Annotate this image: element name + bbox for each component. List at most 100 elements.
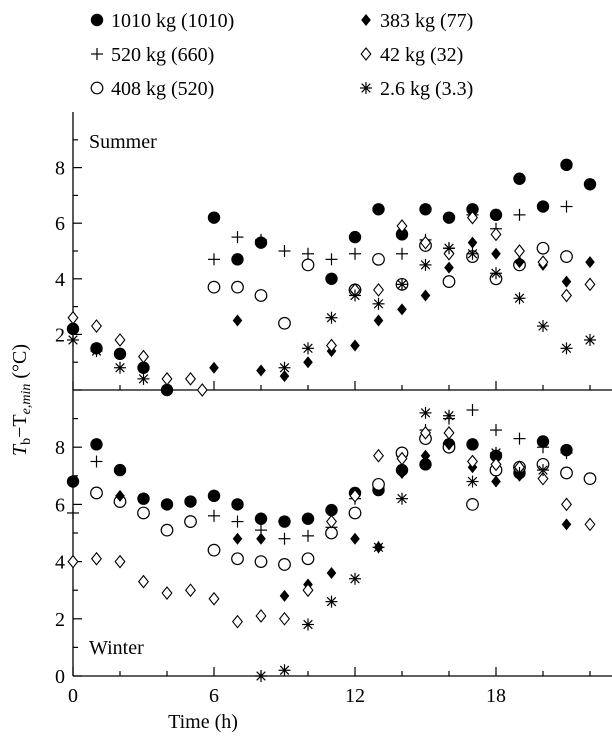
summer-series-6-point-15 xyxy=(490,267,502,280)
summer-series-5-point-14 xyxy=(466,210,479,225)
summer-series-6-point-7 xyxy=(302,342,314,355)
axes: 2 4 6 8 0 2 4 6 8 0 6 12 18 xyxy=(55,112,612,707)
summer-series-5-point-4 xyxy=(137,349,150,364)
summer-series-1-point-16 xyxy=(489,208,503,222)
winter-series-1-point-5 xyxy=(160,498,174,511)
summer-series-5-point-16 xyxy=(513,244,526,258)
winter-series-4-point-13 xyxy=(491,475,501,488)
summer-series-2-point-7 xyxy=(349,247,361,260)
summer-series-1-point-6 xyxy=(207,211,221,224)
y-label-sub1: b xyxy=(19,438,34,445)
summer-series-4-point-14 xyxy=(491,247,501,260)
summer-series-4-point-18 xyxy=(585,256,595,269)
summer-series-5-point-3 xyxy=(114,333,126,347)
winter-series-6-point-2 xyxy=(278,664,291,677)
winter-series-5-point-22 xyxy=(560,497,573,512)
summer-series-5-point-2 xyxy=(90,319,103,333)
winter-ytick-label-0: 0 xyxy=(55,666,65,688)
winter-series-5-point-3 xyxy=(114,554,126,569)
summer-series-1-point-18 xyxy=(536,200,550,213)
summer-series-6-point-13 xyxy=(443,242,455,255)
winter-series-6-point-13 xyxy=(537,464,549,477)
legend-label-5: 42 kg (32) xyxy=(380,44,463,66)
winter-series-4-point-10 xyxy=(420,449,431,462)
summer-series-1-point-17 xyxy=(513,172,526,185)
winter-series-6-point-5 xyxy=(349,572,361,585)
winter-series-5-point-21 xyxy=(537,471,549,486)
y-label-unit: (°C) xyxy=(9,344,31,384)
summer-series-1-point-12 xyxy=(395,228,409,241)
summer-series-3-point-14 xyxy=(536,241,550,255)
summer-series-6-point-14 xyxy=(466,247,479,260)
winter-series-3-point-5 xyxy=(184,515,197,528)
winter-series-2-point-15 xyxy=(490,424,502,437)
xtick-label-6: 6 xyxy=(209,685,219,707)
summer-series-6-point-5 xyxy=(161,384,173,396)
summer-series-5-point-5 xyxy=(161,371,173,386)
summer-series-4-point-8 xyxy=(350,339,360,352)
summer-series-2-point-14 xyxy=(513,208,526,221)
summer-series-3-point-5 xyxy=(301,258,315,272)
winter-series-2-point-17 xyxy=(537,441,549,454)
summer-series-4-point-4 xyxy=(256,364,266,377)
y-label-t1: T xyxy=(9,443,31,456)
x-axis-label: Time (h) xyxy=(168,711,238,733)
legend-marker-5 xyxy=(360,47,372,61)
winter-series-5-point-2 xyxy=(90,551,103,566)
summer-series-5-point-15 xyxy=(490,227,502,242)
winter-series-3-point-17 xyxy=(466,498,479,511)
summer-series-6-point-11 xyxy=(396,278,408,291)
legend-marker-1 xyxy=(90,13,104,27)
winter-series-2-point-7 xyxy=(302,529,314,542)
winter-series-4-point-11 xyxy=(444,438,454,451)
summer-ytick-label-8: 8 xyxy=(55,158,65,180)
winter-series-6-point-7 xyxy=(396,492,408,505)
winter-series-5-point-1 xyxy=(67,554,79,569)
winter-series-1-point-1 xyxy=(66,475,80,488)
legend-marker-2 xyxy=(91,48,103,60)
summer-series-4-point-13 xyxy=(467,236,478,249)
xtick-label-0: 0 xyxy=(68,685,78,707)
data-marks xyxy=(66,158,597,682)
y-axis-label: Tb−Te,min (°C) xyxy=(9,344,34,456)
summer-series-6-point-10 xyxy=(372,297,385,310)
summer-ytick-label-4: 4 xyxy=(55,269,65,291)
summer-series-3-point-2 xyxy=(231,280,244,294)
winter-series-2-point-1 xyxy=(67,506,79,519)
winter-series-3-point-10 xyxy=(301,552,315,566)
summer-ytick-label-6: 6 xyxy=(55,213,65,235)
winter-series-5-point-4 xyxy=(137,574,150,589)
summer-series-3-point-15 xyxy=(560,250,573,263)
winter-series-5-point-11 xyxy=(302,583,314,598)
summer-series-3-point-3 xyxy=(254,289,268,302)
winter-series-1-point-8 xyxy=(231,498,244,511)
summer-series-6-point-19 xyxy=(584,333,596,346)
legend-marker-4 xyxy=(361,14,371,26)
summer-series-6-point-17 xyxy=(537,320,549,333)
legend-label-4: 383 kg (77) xyxy=(380,10,473,32)
winter-ytick-label-2: 2 xyxy=(55,609,65,631)
summer-series-4-point-2 xyxy=(209,361,219,374)
winter-series-4-point-7 xyxy=(350,532,360,545)
summer-series-1-point-3 xyxy=(113,347,127,361)
panel-label-winter: Winter xyxy=(89,637,144,659)
winter-series-2-point-6 xyxy=(278,532,291,545)
winter-series-2-point-18 xyxy=(560,446,573,459)
xtick-label-12: 12 xyxy=(345,685,365,707)
y-label-sub2: e,min xyxy=(19,384,34,415)
summer-series-1-point-9 xyxy=(325,272,338,285)
summer-series-4-point-15 xyxy=(514,256,525,269)
winter-series-3-point-11 xyxy=(325,526,338,540)
summer-series-6-point-6 xyxy=(278,361,291,374)
summer-series-1-point-13 xyxy=(419,203,432,216)
summer-series-6-point-16 xyxy=(513,292,526,305)
winter-series-4-point-6 xyxy=(326,567,337,580)
summer-series-4-point-5 xyxy=(279,370,290,383)
legend: 1010 kg (1010) 520 kg (660) 408 kg (520) 38… xyxy=(90,10,473,100)
winter-series-3-point-1 xyxy=(90,486,103,500)
winter-series-5-point-12 xyxy=(325,514,338,529)
winter-series-1-point-2 xyxy=(90,438,103,451)
winter-series-1-point-16 xyxy=(419,458,432,471)
summer-series-3-point-1 xyxy=(207,280,221,294)
